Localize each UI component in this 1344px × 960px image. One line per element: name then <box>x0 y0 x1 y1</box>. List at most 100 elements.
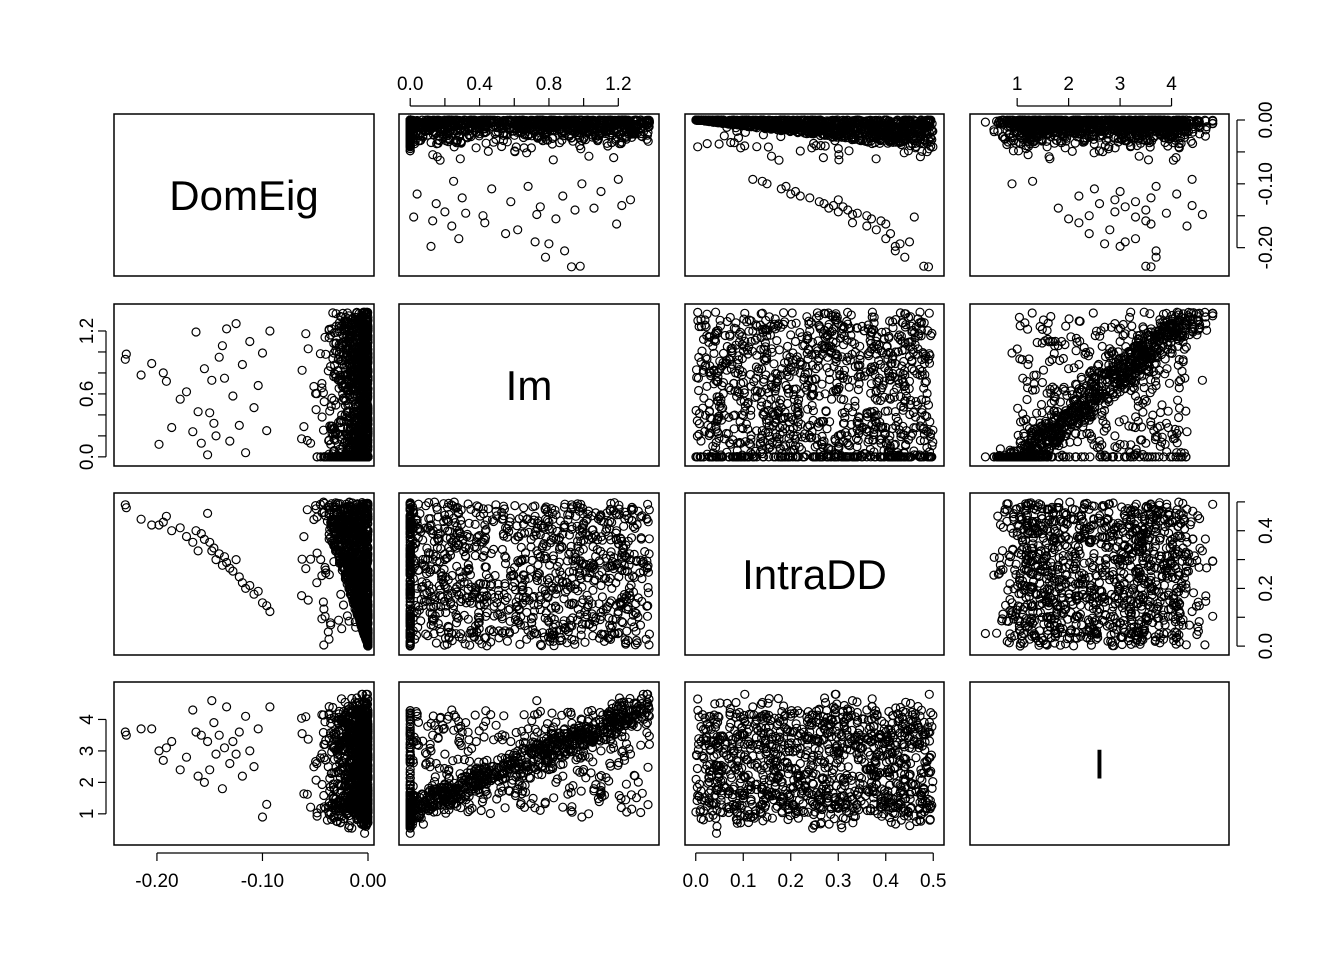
data-point <box>175 394 185 404</box>
data-point <box>1105 225 1115 235</box>
data-point <box>843 205 853 215</box>
data-point <box>199 364 209 374</box>
data-point <box>1197 209 1208 220</box>
data-point <box>530 127 540 137</box>
data-point <box>980 117 991 127</box>
data-point <box>519 143 529 153</box>
data-point <box>211 431 221 441</box>
data-point <box>1134 151 1144 161</box>
data-point <box>814 197 824 207</box>
data-point <box>257 348 268 358</box>
data-point <box>637 118 647 128</box>
data-point <box>1053 203 1063 213</box>
data-point <box>481 138 491 148</box>
data-point <box>1110 207 1120 217</box>
data-point <box>900 252 910 262</box>
data-point <box>418 132 428 142</box>
data-point <box>526 143 537 153</box>
data-point <box>852 208 862 218</box>
data-point <box>613 174 623 184</box>
data-point <box>557 129 567 139</box>
data-point <box>265 326 275 336</box>
data-point <box>523 181 533 191</box>
data-point <box>297 434 307 444</box>
data-point <box>439 125 449 135</box>
data-point <box>1074 191 1084 201</box>
data-point <box>566 262 577 272</box>
data-point <box>620 115 630 125</box>
data-point <box>450 136 460 147</box>
data-point <box>626 129 637 139</box>
data-point <box>611 219 622 229</box>
data-point <box>890 241 900 251</box>
data-point <box>628 127 638 137</box>
data-point <box>249 403 259 413</box>
data-point <box>262 426 272 436</box>
data-point <box>577 179 587 189</box>
data-point <box>317 412 327 422</box>
data-point <box>551 214 561 224</box>
data-point <box>301 329 311 339</box>
data-point <box>121 349 131 359</box>
data-point <box>299 422 309 432</box>
data-point <box>871 225 881 235</box>
data-point <box>456 136 466 147</box>
data-point <box>619 119 630 129</box>
data-point <box>193 407 203 417</box>
data-point <box>532 209 542 220</box>
data-point <box>463 122 474 132</box>
data-point <box>1141 261 1151 271</box>
data-point <box>472 118 482 128</box>
data-point <box>501 229 511 239</box>
data-point <box>558 191 568 201</box>
data-point <box>428 129 438 139</box>
data-point <box>575 261 585 271</box>
data-point <box>502 115 512 125</box>
data-point <box>776 184 786 194</box>
data-point <box>693 385 704 396</box>
data-point <box>474 131 484 141</box>
variable-label-DomEig: DomEig <box>169 172 318 219</box>
data-point <box>763 142 774 152</box>
data-point <box>529 117 539 128</box>
data-point <box>1151 181 1161 191</box>
data-point <box>506 197 516 207</box>
data-point <box>518 132 529 143</box>
data-point <box>454 234 464 244</box>
data-point <box>805 193 815 203</box>
data-point <box>1115 241 1125 251</box>
data-point <box>449 176 459 186</box>
data-point <box>881 219 891 229</box>
data-point <box>228 391 238 401</box>
data-point <box>787 308 797 318</box>
data-point <box>1084 211 1094 221</box>
data-point <box>535 202 545 212</box>
data-point <box>1130 212 1141 222</box>
data-point <box>601 128 611 139</box>
data-point <box>508 123 519 134</box>
data-point <box>548 155 558 165</box>
data-point <box>253 380 263 391</box>
data-point <box>909 212 919 222</box>
data-point <box>1120 237 1130 247</box>
data-point <box>526 116 537 126</box>
data-point <box>592 136 603 146</box>
data-point <box>325 406 335 416</box>
data-point <box>862 211 872 221</box>
data-point <box>766 151 777 161</box>
data-point <box>833 207 843 217</box>
data-point <box>557 135 567 145</box>
data-point <box>587 127 597 137</box>
data-point <box>1007 179 1017 189</box>
data-point <box>1187 200 1197 211</box>
panel-points-Im-vs-DomEig <box>120 307 373 462</box>
data-point <box>222 324 232 334</box>
data-point <box>453 120 463 130</box>
data-point <box>871 154 881 164</box>
data-point <box>205 408 215 418</box>
data-point <box>487 184 497 194</box>
data-point <box>147 358 157 369</box>
data-point <box>491 127 501 137</box>
data-point <box>587 117 597 127</box>
data-point <box>587 121 597 131</box>
